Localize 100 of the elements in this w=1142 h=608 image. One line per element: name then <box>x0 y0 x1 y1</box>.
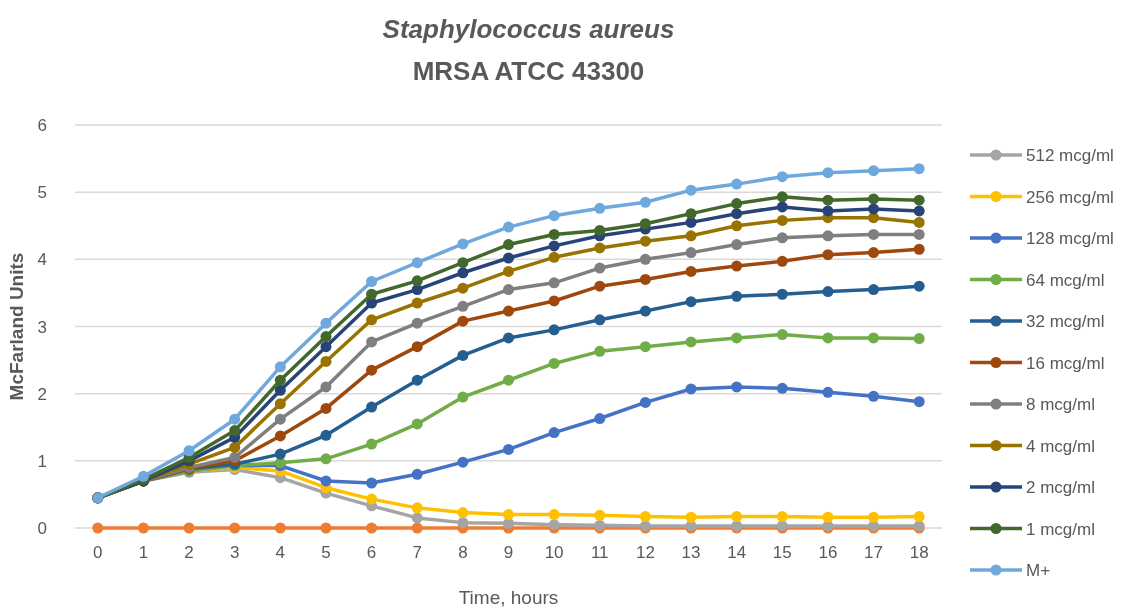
point <box>776 214 788 226</box>
point <box>274 361 286 373</box>
point <box>411 502 423 514</box>
point <box>457 267 469 279</box>
y-tick-label: 1 <box>37 451 47 471</box>
x-tick-label: 7 <box>412 543 422 562</box>
y-axis-title: McFarland Units <box>6 252 27 401</box>
point <box>594 202 606 214</box>
point <box>868 390 880 402</box>
point <box>594 280 606 292</box>
point <box>868 228 880 240</box>
point <box>503 374 514 386</box>
point <box>685 247 697 259</box>
point <box>639 235 651 247</box>
point <box>457 257 469 269</box>
point <box>731 381 743 393</box>
x-tick-label: 14 <box>727 543 747 562</box>
point <box>868 165 880 177</box>
point <box>366 288 378 300</box>
x-tick-label: 15 <box>772 543 792 562</box>
point <box>503 284 514 296</box>
point <box>274 398 286 410</box>
point <box>594 314 606 326</box>
point <box>913 205 925 217</box>
point <box>548 251 560 263</box>
point <box>320 341 332 353</box>
point <box>594 413 606 425</box>
point <box>411 257 423 269</box>
point <box>320 475 332 487</box>
point <box>685 336 697 348</box>
x-tick-label: 6 <box>366 543 377 562</box>
legend-label: 32 mcg/ml <box>1026 312 1105 331</box>
point <box>457 507 469 519</box>
x-tick-label: 18 <box>909 543 929 562</box>
point <box>639 196 651 208</box>
point <box>776 232 788 244</box>
point <box>92 522 104 534</box>
point <box>913 243 925 255</box>
x-tick-label: 4 <box>275 543 286 562</box>
y-tick-label: 5 <box>37 183 47 203</box>
point <box>913 228 925 240</box>
point <box>183 445 195 457</box>
point <box>548 427 560 439</box>
point <box>548 509 560 521</box>
point <box>731 511 743 523</box>
legend-label: M+ <box>1026 561 1051 580</box>
x-tick-label: 3 <box>229 543 240 562</box>
point <box>822 286 834 298</box>
point <box>503 509 514 521</box>
point <box>274 448 286 460</box>
point <box>548 357 560 369</box>
point <box>639 218 651 230</box>
point <box>868 511 880 523</box>
point <box>639 341 651 353</box>
point <box>320 429 332 441</box>
point <box>411 341 423 353</box>
point <box>411 374 423 386</box>
point <box>411 522 423 534</box>
point <box>366 401 378 413</box>
point <box>320 453 332 465</box>
point <box>731 260 743 272</box>
point <box>868 193 880 205</box>
point <box>137 522 149 534</box>
point <box>457 238 469 250</box>
point <box>457 456 469 468</box>
x-tick-label: 2 <box>184 543 194 562</box>
point <box>776 382 788 394</box>
point <box>503 443 514 455</box>
point <box>229 451 241 463</box>
point <box>457 349 469 361</box>
point <box>411 317 423 329</box>
x-tick-label: 12 <box>635 543 655 562</box>
point <box>457 517 469 529</box>
point <box>639 305 651 317</box>
point <box>868 212 880 224</box>
x-tick-label: 13 <box>681 543 701 562</box>
legend-label: 512 mcg/ml <box>1026 146 1114 165</box>
point <box>822 511 834 523</box>
point <box>685 511 697 523</box>
point <box>411 275 423 287</box>
point <box>229 413 241 425</box>
point <box>366 364 378 376</box>
point <box>548 240 560 252</box>
point <box>639 511 651 523</box>
point <box>594 262 606 274</box>
point <box>548 277 560 289</box>
point <box>503 252 514 264</box>
point <box>274 522 286 534</box>
point <box>548 295 560 307</box>
point <box>639 273 651 285</box>
point <box>503 221 514 233</box>
point <box>731 208 743 220</box>
point <box>776 288 788 300</box>
point <box>822 167 834 179</box>
legend-label: 64 mcg/ml <box>1026 270 1105 290</box>
y-tick-label: 0 <box>37 519 47 538</box>
point <box>366 493 378 505</box>
point <box>594 345 606 357</box>
point <box>868 203 880 215</box>
point <box>548 210 560 222</box>
